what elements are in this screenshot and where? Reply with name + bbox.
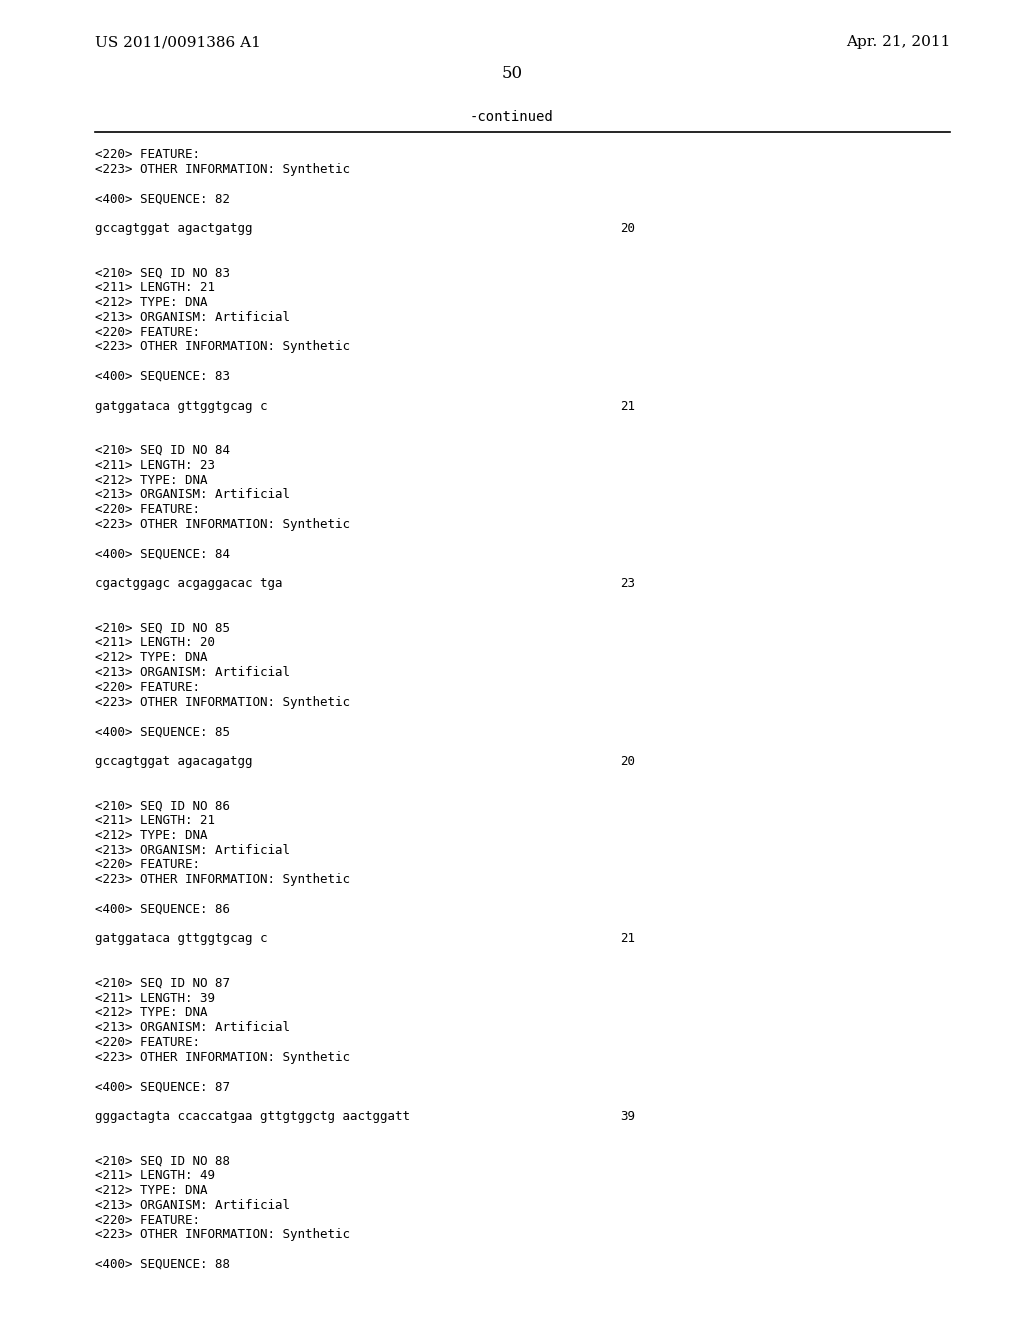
Text: <400> SEQUENCE: 86: <400> SEQUENCE: 86 bbox=[95, 903, 230, 916]
Text: <210> SEQ ID NO 83: <210> SEQ ID NO 83 bbox=[95, 267, 230, 280]
Text: <220> FEATURE:: <220> FEATURE: bbox=[95, 326, 200, 339]
Text: <210> SEQ ID NO 87: <210> SEQ ID NO 87 bbox=[95, 977, 230, 990]
Text: <212> TYPE: DNA: <212> TYPE: DNA bbox=[95, 1184, 208, 1197]
Text: <223> OTHER INFORMATION: Synthetic: <223> OTHER INFORMATION: Synthetic bbox=[95, 341, 350, 354]
Text: cgactggagc acgaggacac tga: cgactggagc acgaggacac tga bbox=[95, 577, 283, 590]
Text: <213> ORGANISM: Artificial: <213> ORGANISM: Artificial bbox=[95, 488, 290, 502]
Text: 21: 21 bbox=[620, 932, 635, 945]
Text: <223> OTHER INFORMATION: Synthetic: <223> OTHER INFORMATION: Synthetic bbox=[95, 162, 350, 176]
Text: <211> LENGTH: 21: <211> LENGTH: 21 bbox=[95, 281, 215, 294]
Text: <212> TYPE: DNA: <212> TYPE: DNA bbox=[95, 474, 208, 487]
Text: <400> SEQUENCE: 85: <400> SEQUENCE: 85 bbox=[95, 725, 230, 738]
Text: 50: 50 bbox=[502, 65, 522, 82]
Text: <400> SEQUENCE: 87: <400> SEQUENCE: 87 bbox=[95, 1080, 230, 1093]
Text: <213> ORGANISM: Artificial: <213> ORGANISM: Artificial bbox=[95, 1199, 290, 1212]
Text: <223> OTHER INFORMATION: Synthetic: <223> OTHER INFORMATION: Synthetic bbox=[95, 1051, 350, 1064]
Text: <211> LENGTH: 21: <211> LENGTH: 21 bbox=[95, 814, 215, 828]
Text: <220> FEATURE:: <220> FEATURE: bbox=[95, 503, 200, 516]
Text: <211> LENGTH: 23: <211> LENGTH: 23 bbox=[95, 459, 215, 471]
Text: <213> ORGANISM: Artificial: <213> ORGANISM: Artificial bbox=[95, 843, 290, 857]
Text: <400> SEQUENCE: 88: <400> SEQUENCE: 88 bbox=[95, 1258, 230, 1271]
Text: gatggataca gttggtgcag c: gatggataca gttggtgcag c bbox=[95, 932, 267, 945]
Text: <212> TYPE: DNA: <212> TYPE: DNA bbox=[95, 1006, 208, 1019]
Text: <223> OTHER INFORMATION: Synthetic: <223> OTHER INFORMATION: Synthetic bbox=[95, 696, 350, 709]
Text: <212> TYPE: DNA: <212> TYPE: DNA bbox=[95, 296, 208, 309]
Text: gggactagta ccaccatgaa gttgtggctg aactggatt: gggactagta ccaccatgaa gttgtggctg aactgga… bbox=[95, 1110, 410, 1123]
Text: gatggataca gttggtgcag c: gatggataca gttggtgcag c bbox=[95, 400, 267, 413]
Text: <223> OTHER INFORMATION: Synthetic: <223> OTHER INFORMATION: Synthetic bbox=[95, 517, 350, 531]
Text: <211> LENGTH: 39: <211> LENGTH: 39 bbox=[95, 991, 215, 1005]
Text: -continued: -continued bbox=[470, 110, 554, 124]
Text: <212> TYPE: DNA: <212> TYPE: DNA bbox=[95, 829, 208, 842]
Text: <211> LENGTH: 49: <211> LENGTH: 49 bbox=[95, 1170, 215, 1183]
Text: <213> ORGANISM: Artificial: <213> ORGANISM: Artificial bbox=[95, 1022, 290, 1034]
Text: <212> TYPE: DNA: <212> TYPE: DNA bbox=[95, 651, 208, 664]
Text: 23: 23 bbox=[620, 577, 635, 590]
Text: <213> ORGANISM: Artificial: <213> ORGANISM: Artificial bbox=[95, 667, 290, 678]
Text: 20: 20 bbox=[620, 222, 635, 235]
Text: <210> SEQ ID NO 84: <210> SEQ ID NO 84 bbox=[95, 444, 230, 457]
Text: <213> ORGANISM: Artificial: <213> ORGANISM: Artificial bbox=[95, 310, 290, 323]
Text: <220> FEATURE:: <220> FEATURE: bbox=[95, 681, 200, 694]
Text: <400> SEQUENCE: 83: <400> SEQUENCE: 83 bbox=[95, 370, 230, 383]
Text: <220> FEATURE:: <220> FEATURE: bbox=[95, 1213, 200, 1226]
Text: <223> OTHER INFORMATION: Synthetic: <223> OTHER INFORMATION: Synthetic bbox=[95, 874, 350, 886]
Text: 21: 21 bbox=[620, 400, 635, 413]
Text: <400> SEQUENCE: 84: <400> SEQUENCE: 84 bbox=[95, 548, 230, 561]
Text: <220> FEATURE:: <220> FEATURE: bbox=[95, 148, 200, 161]
Text: 20: 20 bbox=[620, 755, 635, 768]
Text: <220> FEATURE:: <220> FEATURE: bbox=[95, 858, 200, 871]
Text: 39: 39 bbox=[620, 1110, 635, 1123]
Text: gccagtggat agacagatgg: gccagtggat agacagatgg bbox=[95, 755, 253, 768]
Text: Apr. 21, 2011: Apr. 21, 2011 bbox=[846, 36, 950, 49]
Text: <210> SEQ ID NO 86: <210> SEQ ID NO 86 bbox=[95, 799, 230, 812]
Text: US 2011/0091386 A1: US 2011/0091386 A1 bbox=[95, 36, 261, 49]
Text: gccagtggat agactgatgg: gccagtggat agactgatgg bbox=[95, 222, 253, 235]
Text: <211> LENGTH: 20: <211> LENGTH: 20 bbox=[95, 636, 215, 649]
Text: <400> SEQUENCE: 82: <400> SEQUENCE: 82 bbox=[95, 193, 230, 206]
Text: <210> SEQ ID NO 85: <210> SEQ ID NO 85 bbox=[95, 622, 230, 635]
Text: <210> SEQ ID NO 88: <210> SEQ ID NO 88 bbox=[95, 1155, 230, 1167]
Text: <223> OTHER INFORMATION: Synthetic: <223> OTHER INFORMATION: Synthetic bbox=[95, 1229, 350, 1241]
Text: <220> FEATURE:: <220> FEATURE: bbox=[95, 1036, 200, 1049]
